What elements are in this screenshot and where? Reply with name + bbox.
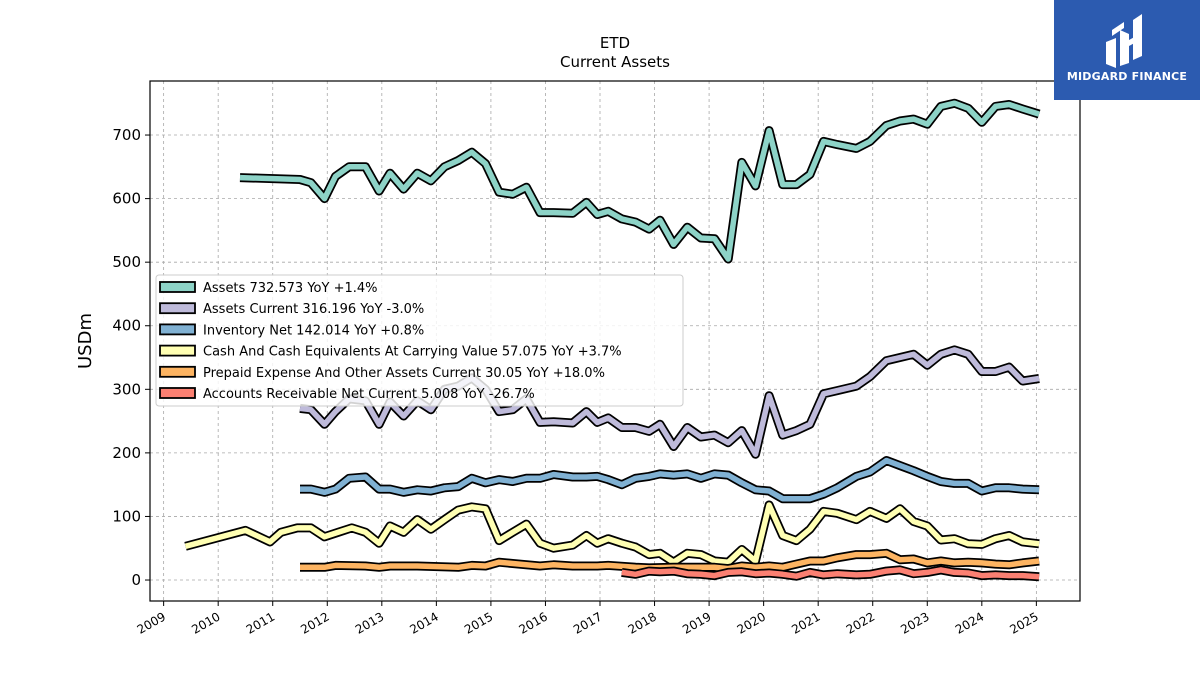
x-tick-label: 2012 (298, 609, 331, 636)
x-tick-label: 2015 (462, 609, 495, 636)
x-tick-label: 2023 (898, 609, 931, 636)
x-tick-label: 2019 (680, 609, 713, 636)
y-tick-label: 200 (112, 444, 141, 462)
y-tick-label: 300 (112, 380, 141, 398)
series-line-outline (239, 98, 1041, 264)
y-tick-label: 500 (112, 253, 141, 271)
y-tick-label: 100 (112, 507, 141, 525)
x-tick-label: 2014 (407, 609, 440, 636)
series-line (184, 502, 1040, 565)
x-tick-label: 2018 (626, 609, 659, 636)
legend-swatch (159, 365, 196, 378)
plot-area-frame (149, 80, 1081, 602)
legend-item: Accounts Receivable Net Current 5.008 Yo… (159, 387, 535, 402)
series-3 (184, 500, 1040, 567)
legend-box (155, 274, 684, 407)
legend-label: Cash And Cash Equivalents At Carrying Va… (203, 345, 622, 360)
chart-title: ETD (600, 34, 630, 52)
legend-swatch (159, 323, 196, 336)
series-line (239, 100, 1040, 262)
x-tick-label: 2025 (1007, 609, 1040, 636)
series-5 (621, 565, 1040, 582)
series-line-outline (184, 500, 1040, 567)
legend-item: Prepaid Expense And Other Assets Current… (159, 365, 605, 381)
legend-label: Assets Current 316.196 YoY -3.0% (203, 302, 424, 317)
y-axis: 0 100 200 300 400 500 600 700 (112, 126, 150, 589)
y-tick-label: 0 (131, 571, 141, 589)
legend-swatch (159, 302, 196, 315)
legend-label: Inventory Net 142.014 YoY +0.8% (203, 323, 424, 338)
series-0 (239, 98, 1041, 264)
y-axis-label: USDm (75, 313, 96, 369)
x-tick-label: 2011 (244, 609, 277, 636)
x-tick-label: 2024 (953, 609, 986, 636)
brand-logo: MIDGARD FINANCE (1054, 0, 1200, 100)
legend-label: Prepaid Expense And Other Assets Current… (203, 366, 605, 381)
y-tick-label: 400 (112, 317, 141, 335)
legend: Assets 732.573 YoY +1.4% Assets Current 3… (155, 274, 684, 407)
x-tick-label: 2016 (517, 609, 550, 636)
y-tick-label: 700 (112, 126, 141, 144)
x-tick-label: 2021 (789, 609, 822, 636)
legend-item: Assets 732.573 YoY +1.4% (159, 281, 378, 296)
x-tick-label: 2009 (135, 609, 168, 636)
x-tick-label: 2010 (189, 609, 222, 636)
brand-name: MIDGARD FINANCE (1066, 70, 1188, 83)
legend-label: Assets 732.573 YoY +1.4% (203, 281, 378, 296)
x-tick-label: 2020 (735, 609, 768, 636)
series-line (621, 567, 1040, 580)
midgard-monogram-icon (1106, 14, 1142, 68)
legend-swatch (159, 344, 196, 357)
y-tick-label: 600 (112, 190, 141, 208)
legend-item: Cash And Cash Equivalents At Carrying Va… (159, 344, 622, 360)
series-2 (300, 456, 1040, 504)
legend-item: Inventory Net 142.014 YoY +0.8% (159, 323, 424, 338)
series-line (300, 457, 1040, 502)
legend-swatch (159, 387, 196, 399)
legend-label: Accounts Receivable Net Current 5.008 Yo… (203, 387, 535, 402)
legend-swatch (159, 281, 196, 293)
x-tick-label: 2013 (353, 609, 386, 636)
legend-item: Assets Current 316.196 YoY -3.0% (159, 302, 424, 317)
x-tick-label: 2022 (844, 609, 877, 636)
x-axis: 2009 2010 2011 2012 2013 2014 2015 2016 2017 2018… (135, 601, 1041, 637)
chart-subtitle: Current Assets (560, 53, 670, 71)
x-tick-label: 2017 (571, 609, 604, 636)
